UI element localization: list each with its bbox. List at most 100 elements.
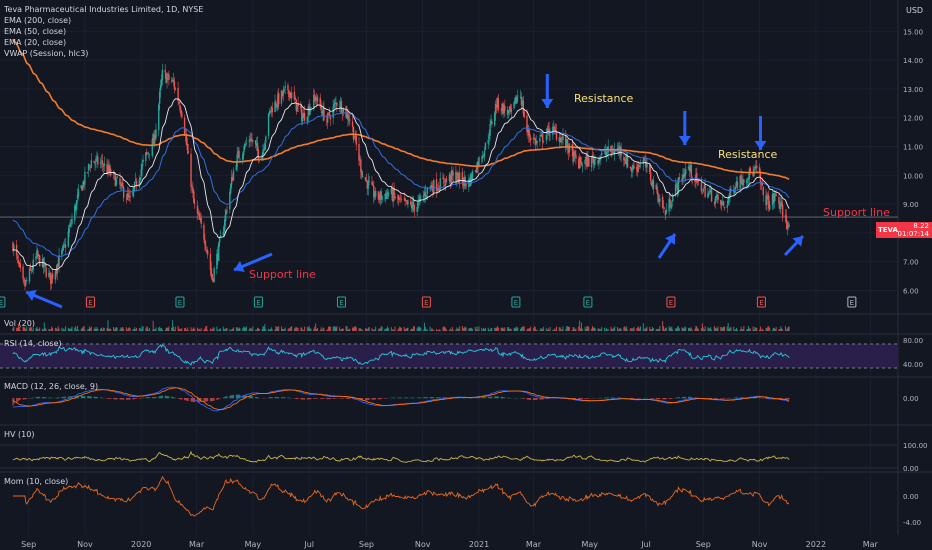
candle-body [203, 224, 205, 240]
candle-body [417, 201, 419, 209]
volume-bar [141, 326, 143, 331]
volume-bar [342, 328, 344, 331]
candle-body [535, 140, 537, 144]
volume-bar [488, 329, 490, 331]
volume-bar [323, 328, 325, 331]
volume-bar [294, 327, 296, 331]
macd-histogram-bar [496, 396, 498, 399]
candle-body [488, 136, 490, 139]
volume-bar [134, 327, 136, 331]
candle-body [218, 242, 220, 261]
volume-bar [529, 328, 531, 331]
x-tick-label: Jul [303, 540, 314, 549]
macd-histogram-bar [734, 397, 736, 399]
macd-histogram-bar [393, 397, 395, 399]
candle-body [626, 155, 629, 168]
macd-histogram-bar [101, 397, 103, 399]
macd-histogram-bar [406, 397, 408, 399]
candle-body [190, 154, 192, 187]
macd-histogram-bar [521, 398, 523, 399]
macd-histogram-bar [587, 398, 589, 399]
volume-bar [334, 326, 336, 331]
legend-vwap[interactable]: VWAP (Session, hlc3) [4, 49, 89, 58]
macd-histogram-bar [630, 398, 632, 399]
candle-body [24, 283, 26, 287]
volume-bar [288, 328, 290, 331]
pane-label-macd[interactable]: MACD (12, 26, close, 9) [4, 382, 99, 391]
volume-bar [194, 328, 196, 331]
macd-histogram-bar [601, 397, 603, 399]
macd-histogram-bar [580, 398, 582, 399]
candle-body [612, 149, 614, 154]
volume-bar [716, 328, 718, 331]
volume-bar [301, 327, 303, 331]
candle-body [223, 224, 225, 233]
macd-histogram-bar [211, 398, 213, 402]
candle-body [345, 106, 347, 118]
candle-body [271, 107, 273, 113]
volume-bar [568, 326, 570, 331]
macd-histogram-bar [580, 398, 582, 399]
volume-bar [138, 328, 140, 331]
candle-body [26, 280, 28, 281]
macd-histogram-bar [293, 398, 295, 399]
volume-bar [614, 326, 616, 331]
candle-body [387, 192, 390, 196]
candle-body [662, 206, 665, 208]
candle-body [526, 115, 528, 133]
volume-bar [384, 328, 386, 331]
volume-bar [340, 329, 342, 331]
candle-body [378, 198, 381, 200]
candle-body [38, 255, 40, 256]
volume-bar [291, 326, 293, 331]
macd-histogram-bar [687, 396, 689, 399]
legend-ema20[interactable]: EMA (20, close) [4, 38, 67, 47]
macd-histogram-bar [412, 397, 414, 399]
candle-body [676, 184, 679, 192]
pane-label-volume[interactable]: Vol (20) [4, 319, 35, 328]
candle-body [366, 180, 369, 189]
volume-bar [759, 329, 761, 331]
pane-label-mom[interactable]: Mom (10, close) [4, 477, 69, 486]
macd-histogram-bar [302, 398, 304, 400]
pane-label-hv[interactable]: HV (10) [4, 430, 35, 439]
candle-body [352, 126, 355, 140]
candle-body [633, 166, 635, 169]
candle-body [659, 198, 661, 202]
volume-bar [258, 329, 260, 331]
legend-ema50[interactable]: EMA (50, close) [4, 27, 67, 36]
volume-bar [339, 327, 341, 331]
macd-histogram-bar [101, 397, 103, 399]
volume-bar [354, 326, 356, 331]
legend-ema200[interactable]: EMA (200, close) [4, 16, 72, 25]
volume-bar [275, 326, 277, 331]
candle-body [474, 170, 477, 172]
volume-bar [436, 329, 438, 331]
hv-scale-label: 100.00 [903, 442, 928, 450]
volume-bar [694, 328, 696, 331]
volume-bar [18, 326, 20, 331]
volume-bar [43, 322, 45, 331]
candle-body [577, 158, 580, 168]
pane-label-rsi[interactable]: RSI (14, close) [4, 339, 62, 348]
volume-bar [685, 327, 687, 331]
x-tick-label: Nov [752, 540, 768, 549]
volume-bar [429, 326, 431, 331]
candle-body [403, 198, 405, 200]
volume-bar [497, 327, 499, 331]
volume-bar [326, 329, 328, 331]
earnings-marker-label: E [178, 299, 182, 307]
candle-body [199, 219, 201, 220]
candle-body [69, 223, 71, 227]
macd-histogram-bar [385, 398, 387, 399]
volume-bar [307, 327, 309, 331]
macd-histogram-bar [23, 398, 25, 400]
macd-histogram-bar [165, 395, 167, 399]
candle-body [373, 185, 375, 198]
candle-body [405, 200, 407, 202]
candle-body [481, 158, 483, 159]
macd-histogram-bar [664, 398, 666, 400]
candle-body [420, 197, 422, 198]
candle-body [398, 199, 401, 201]
